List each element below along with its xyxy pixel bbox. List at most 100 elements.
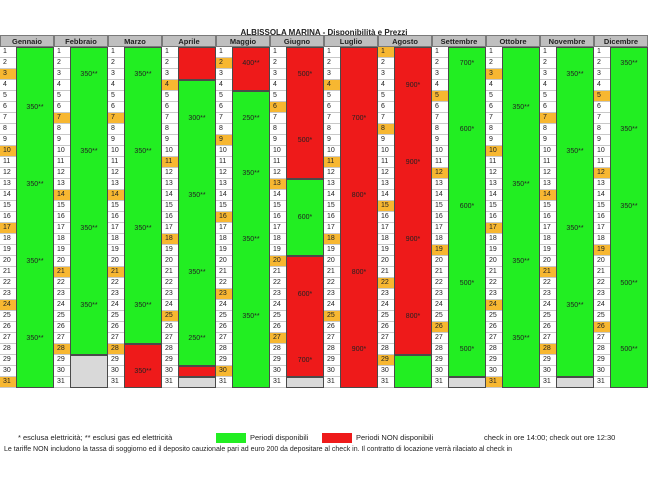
day-number: 9: [162, 135, 178, 146]
day-number: 17: [432, 223, 448, 234]
day-number: 25: [216, 311, 232, 322]
day-number: 6: [540, 102, 556, 113]
day-number: 14: [216, 190, 232, 201]
day-number: 7: [162, 113, 178, 124]
day-number: 11: [0, 157, 16, 168]
day-number: 22: [270, 278, 286, 289]
day-number: 11: [594, 157, 610, 168]
price-label: 400**: [242, 60, 260, 67]
price-label: 900*: [351, 346, 367, 353]
day-number: 6: [108, 102, 124, 113]
day-number: 31: [162, 377, 178, 388]
price-label: 300**: [188, 115, 206, 122]
day-number: 16: [108, 212, 124, 223]
day-number: 2: [486, 58, 502, 69]
day-number: 21: [432, 267, 448, 278]
price-label: 350**: [512, 104, 530, 111]
day-number: 6: [378, 102, 394, 113]
price-label: 500*: [459, 346, 475, 353]
day-number: 15: [540, 201, 556, 212]
day-number: 12: [162, 168, 178, 179]
day-number: 31: [432, 377, 448, 388]
price-label: 600*: [297, 291, 313, 298]
price-label: 900*: [405, 82, 421, 89]
day-number: 9: [486, 135, 502, 146]
day-number: 19: [594, 245, 610, 256]
day-number: 24: [54, 300, 70, 311]
day-number: 4: [270, 80, 286, 91]
day-number: 20: [540, 256, 556, 267]
day-number: 31: [216, 377, 232, 388]
day-number: 10: [270, 146, 286, 157]
day-number: 14: [270, 190, 286, 201]
day-number: 12: [108, 168, 124, 179]
price-label: 350**: [188, 269, 206, 276]
day-number: 7: [324, 113, 340, 124]
day-number: 25: [378, 311, 394, 322]
day-number: 10: [324, 146, 340, 157]
day-number: 11: [432, 157, 448, 168]
day-number: 8: [432, 124, 448, 135]
day-number: 25: [324, 311, 340, 322]
day-number: 30: [594, 366, 610, 377]
day-number: 23: [54, 289, 70, 300]
day-number: 14: [108, 190, 124, 201]
busy-swatch: [322, 433, 352, 443]
day-number: 26: [54, 322, 70, 333]
day-number: 23: [378, 289, 394, 300]
day-number: 2: [432, 58, 448, 69]
price-label: 350**: [134, 71, 152, 78]
day-number: 28: [432, 344, 448, 355]
day-number: 18: [432, 234, 448, 245]
day-number: 13: [54, 179, 70, 190]
day-number: 26: [270, 322, 286, 333]
day-number: 29: [324, 355, 340, 366]
day-number: 12: [378, 168, 394, 179]
day-number: 15: [378, 201, 394, 212]
period-block: [286, 256, 324, 377]
day-number: 21: [594, 267, 610, 278]
period-block: [394, 47, 432, 355]
price-label: 350**: [620, 60, 638, 67]
price-label: 500*: [459, 280, 475, 287]
day-number: 30: [486, 366, 502, 377]
day-number: 21: [540, 267, 556, 278]
day-number: 8: [378, 124, 394, 135]
day-number: 27: [432, 333, 448, 344]
period-block: [178, 80, 216, 366]
day-number: 31: [324, 377, 340, 388]
day-number: 14: [162, 190, 178, 201]
price-label: 350**: [80, 71, 98, 78]
day-number: 27: [108, 333, 124, 344]
day-number: 29: [0, 355, 16, 366]
price-label: 600*: [297, 214, 313, 221]
period-block: [70, 47, 108, 355]
day-number: 23: [216, 289, 232, 300]
day-number: 29: [378, 355, 394, 366]
footer-note: Le tariffe NON includono la tassa di sog…: [4, 446, 513, 453]
day-number: 12: [486, 168, 502, 179]
price-label: 350**: [80, 148, 98, 155]
day-number: 3: [162, 69, 178, 80]
day-number: 1: [162, 47, 178, 58]
month-header: Agosto: [378, 35, 432, 47]
day-number: 5: [486, 91, 502, 102]
day-number: 1: [594, 47, 610, 58]
day-number: 12: [594, 168, 610, 179]
period-block: [448, 47, 486, 377]
day-number: 18: [486, 234, 502, 245]
day-number: 17: [216, 223, 232, 234]
day-number: 15: [108, 201, 124, 212]
day-number: 22: [216, 278, 232, 289]
day-number: 10: [216, 146, 232, 157]
day-number: 29: [270, 355, 286, 366]
day-number: 4: [216, 80, 232, 91]
day-number: 7: [270, 113, 286, 124]
day-number: 30: [108, 366, 124, 377]
day-number: 21: [0, 267, 16, 278]
day-number: 9: [216, 135, 232, 146]
day-number: 9: [540, 135, 556, 146]
day-number: 9: [108, 135, 124, 146]
day-number: 22: [540, 278, 556, 289]
day-number: 18: [594, 234, 610, 245]
